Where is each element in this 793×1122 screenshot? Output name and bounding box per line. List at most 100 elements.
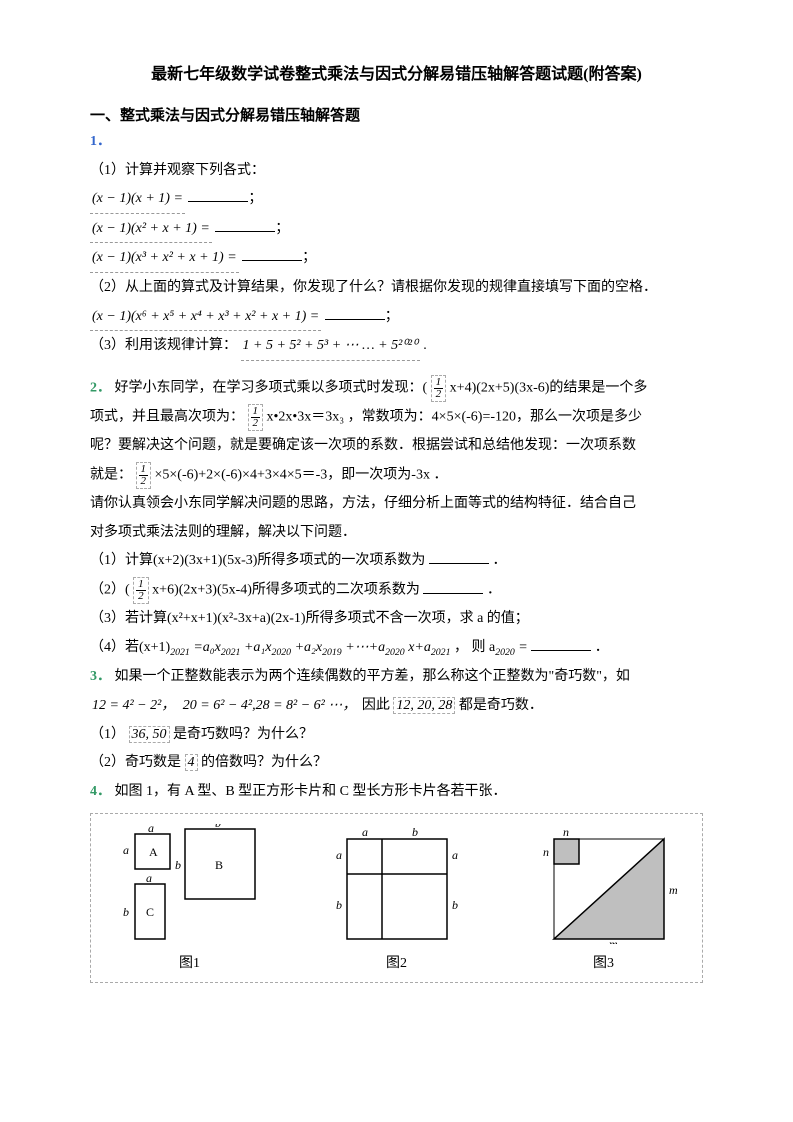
svg-text:b: b [123,905,129,919]
q1-eq4: (x − 1)(x⁶ + x⁵ + x⁴ + x³ + x² + x + 1) … [90,304,321,332]
blank [325,306,385,320]
q2-number: 2． [90,380,111,395]
fig2-label: 图2 [386,952,407,972]
q3-eq2: 20 = 6² − 4²,28 = 8² − 6² ⋯， [181,693,359,720]
figures-container: A a a B b b C a b 图1 a b a [90,813,703,983]
q1-eq3-line: (x − 1)(x³ + x² + x + 1) = ； [90,245,703,273]
sub: 2021 [431,647,451,658]
q1-p2: （2）从上面的算式及计算结果，你发现了什么？请根据你发现的规律直接填写下面的空格… [90,275,703,302]
fraction-half-icon: 12 [248,404,264,431]
sub: 2020 [495,647,515,658]
dot: . [423,338,427,353]
q1-eq1-line: (x − 1)(x + 1) = ； [90,186,703,214]
svg-text:a: a [336,848,342,862]
sub: 2019 [322,647,342,658]
q3-line3: （1） 36, 50 是奇巧数吗？为什么？ [90,722,703,749]
svg-text:a: a [362,825,368,839]
fraction-half-icon: 12 [133,577,149,604]
figure-3: n n m m 图3 [529,824,679,972]
blank [242,247,302,261]
sub: 2021 [170,647,190,658]
q2-p7b: ． [492,553,506,568]
q2-p8c: ． [487,583,501,598]
q2-p7a: （1）计算(x+2)(3x+1)(5x-3)所得多项式的一次项系数为 [90,553,425,568]
q2-line4: 就是： 12 ×5×(-6)+2×(-6)×4+3×4×5＝-3，即一次项为-3… [90,462,703,489]
q2-p4a: 就是： [90,468,132,483]
sub: 2020 [271,647,291,658]
q1-eq4-line: (x − 1)(x⁶ + x⁵ + x⁴ + x³ + x² + x + 1) … [90,304,703,332]
sep: ； [385,309,399,324]
q2-p10c: +a₁x [244,640,272,655]
q1-number: 1． [90,134,111,149]
fraction-half-icon: 12 [431,375,447,402]
q2-p10b: =a₀x [193,640,221,655]
svg-text:m: m [609,937,618,944]
page-root: 最新七年级数学试卷整式乘法与因式分解易错压轴解答题试题(附答案) 一、整式乘法与… [0,0,793,1013]
q2-line9: （3）若计算(x²+x+1)(x²-3x+a)(2x-1)所得多项式不含一次项，… [90,606,703,633]
fig1-label: 图1 [179,952,200,972]
sep: ； [302,250,316,265]
svg-text:A: A [149,845,158,859]
sub: 2020 [385,647,405,658]
q3-p3num: 4 [185,754,198,771]
svg-text:a: a [148,824,154,835]
svg-text:b: b [412,825,418,839]
svg-text:b: b [452,898,458,912]
q3-line4: （2）奇巧数是 4 的倍数吗？为什么？ [90,750,703,777]
q1-p1: （1）计算并观察下列各式： [90,158,703,185]
q2-p10e: +⋯+a [345,640,385,655]
fraction-half-icon: 12 [136,462,152,489]
figure-1: A a a B b b C a b 图1 [115,824,265,972]
blank [215,218,275,232]
svg-text:a: a [123,843,129,857]
q3-p2a: （1） [90,727,125,742]
blank [429,550,489,564]
sep: ； [248,191,262,206]
svg-text:b: b [215,824,221,830]
q2-line8: （2）( 12 x+6)(2x+3)(5x-4)所得多项式的二次项系数为 ． [90,577,703,604]
q2-line2: 项式，并且最高次项为： 12 x•2x•3x＝3x₃ ，常数项为：4×5×(-6… [90,404,703,431]
q2-p10a: （4）若(x+1) [90,640,170,655]
q2-p10i: ． [595,640,609,655]
q2-line5: 请你认真领会小东同学解决问题的思路，方法，仔细分析上面等式的结构特征．结合自己 [90,491,703,518]
q2-p10h: = [518,640,527,655]
doc-title: 最新七年级数学试卷整式乘法与因式分解易错压轴解答题试题(附答案) [90,60,703,84]
q1-eq2: (x − 1)(x² + x + 1) = [90,216,212,244]
figure-2: a b a b a b 图2 [322,824,472,972]
q2-p4b: ×5×(-6)+2×(-6)×4+3×4×5＝-3，即一次项为-3x ． [155,468,448,483]
q3-number: 3． [90,669,111,684]
q3-p3a: （2）奇巧数是 [90,755,181,770]
q2-line10: （4）若(x+1)2021 =a₀x2021 +a₁x2020 +a₂x2019… [90,635,703,662]
q3-p2b: 是奇巧数吗？为什么？ [173,727,313,742]
figure-1-svg: A a a B b b C a b [115,824,265,944]
blank [188,188,248,202]
q3-p2nums: 36, 50 [129,726,170,743]
q2-p10d: +a₂x [295,640,323,655]
svg-text:b: b [336,898,342,912]
q1-num: 1． [90,129,703,156]
q1-eq5: 1 + 5 + 5² + 5³ + ⋯ … + 5²⁰²⁰ [241,333,420,361]
figure-2-svg: a b a b a b [322,824,472,944]
q2-p2a: 项式，并且最高次项为： [90,410,244,425]
sep: ； [275,221,289,236]
svg-text:n: n [543,845,549,859]
svg-text:a: a [452,848,458,862]
q2-line1: 2． 好学小东同学，在学习多项式乘以多项式时发现：( 12 x+4)(2x+5)… [90,375,703,402]
q2-p2b: x•2x•3x＝3x₃ ，常数项为：4×5×(-6)=-120，那么一次项是多少 [267,410,643,425]
svg-text:m: m [669,883,678,897]
q2-line7: （1）计算(x+2)(3x+1)(5x-3)所得多项式的一次项系数为 ． [90,548,703,575]
q2-p10g: ， 则 a [454,640,495,655]
q3-p3b: 的倍数吗？为什么？ [201,755,327,770]
figure-3-svg: n n m m [529,824,679,944]
svg-text:C: C [146,905,154,919]
q1-p3-line: （3）利用该规律计算： 1 + 5 + 5² + 5³ + ⋯ … + 5²⁰²… [90,333,703,361]
q3-p1c: 都是奇巧数． [459,698,543,713]
q1-eq2-line: (x − 1)(x² + x + 1) = ； [90,216,703,244]
q2-line6: 对多项式乘法法则的理解，解决以下问题． [90,520,703,547]
svg-text:n: n [563,825,569,839]
blank [531,637,591,651]
blank [423,580,483,594]
spacer [90,363,703,373]
fig3-label: 图3 [593,952,614,972]
q4-line1: 4． 如图 1，有 A 型、B 型正方形卡片和 C 型长方形卡片各若干张． [90,779,703,806]
